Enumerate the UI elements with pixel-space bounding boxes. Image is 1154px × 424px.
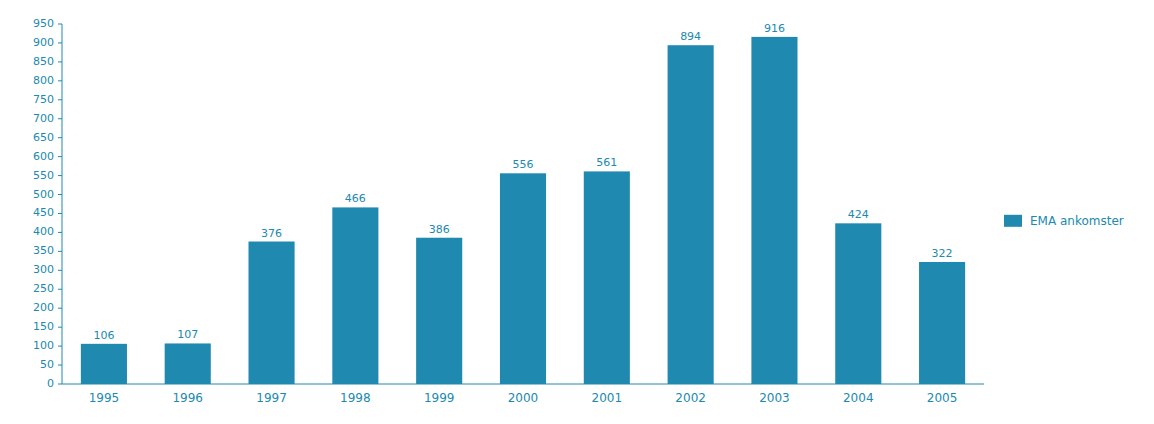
y-tick [58, 289, 62, 290]
y-tick-label: 450 [33, 206, 54, 219]
bar [584, 171, 630, 384]
y-tick [58, 384, 62, 385]
x-tick-label: 2005 [927, 391, 958, 405]
bar [835, 223, 881, 384]
y-tick [58, 270, 62, 271]
y-tick [58, 137, 62, 138]
y-tick-label: 150 [33, 320, 54, 333]
y-tick-label: 850 [33, 55, 54, 68]
bar [416, 238, 462, 384]
data-label: 107 [177, 328, 198, 341]
data-labels: 106 107 376 466 386 556 561 894 916 424 322 [93, 22, 952, 342]
y-tick-label: 750 [33, 93, 54, 106]
y-tick-label: 700 [33, 112, 54, 125]
x-tick-label: 1998 [340, 391, 371, 405]
x-tick-label: 1996 [172, 391, 203, 405]
data-label: 376 [261, 227, 282, 240]
x-tick-label: 2003 [759, 391, 790, 405]
y-tick-label: 200 [33, 301, 54, 314]
chart-container: 0 50 100 150 200 250 300 350 400 450 500 550 600 650 7… [0, 0, 1154, 424]
x-tick-label: 1995 [89, 391, 120, 405]
bar [668, 45, 714, 384]
x-tick-label: 2002 [675, 391, 706, 405]
y-tick [58, 346, 62, 347]
y-tick-label: 300 [33, 263, 54, 276]
data-label: 894 [680, 30, 701, 43]
data-label: 106 [93, 329, 114, 342]
data-label: 466 [345, 192, 366, 205]
y-tick [58, 80, 62, 81]
y-tick-label: 900 [33, 36, 54, 49]
x-tick-label: 1997 [256, 391, 287, 405]
y-tick [58, 308, 62, 309]
y-tick [58, 24, 62, 25]
y-tick [58, 213, 62, 214]
x-tick-label: 1999 [424, 391, 455, 405]
y-tick [58, 42, 62, 43]
y-tick-label: 550 [33, 169, 54, 182]
x-axis-line [62, 384, 984, 385]
bar [751, 37, 797, 384]
axes: 0 50 100 150 200 250 300 350 400 450 500 550 600 650 7… [33, 17, 984, 405]
bar [919, 262, 965, 384]
y-tick [58, 232, 62, 233]
y-tick-label: 650 [33, 131, 54, 144]
y-tick-label: 0 [47, 377, 54, 390]
y-tick [58, 365, 62, 366]
legend-label: EMA ankomster [1030, 214, 1124, 228]
x-tick-label: 2004 [843, 391, 874, 405]
y-tick-label: 350 [33, 244, 54, 257]
y-tick [58, 61, 62, 62]
x-tick-label: 2001 [592, 391, 623, 405]
y-tick-label: 950 [33, 17, 54, 30]
y-tick [58, 327, 62, 328]
y-tick [58, 99, 62, 100]
bar [332, 207, 378, 384]
bar [81, 344, 127, 384]
y-tick-label: 600 [33, 150, 54, 163]
y-tick-label: 100 [33, 339, 54, 352]
y-axis-line [62, 24, 63, 384]
data-label: 556 [513, 158, 534, 171]
data-label: 561 [596, 156, 617, 169]
y-tick-label: 800 [33, 74, 54, 87]
chart-svg: 0 50 100 150 200 250 300 350 400 450 500 550 600 650 7… [0, 0, 1154, 424]
legend: EMA ankomster [1004, 214, 1124, 228]
y-tick-label: 250 [33, 282, 54, 295]
bar [248, 242, 294, 384]
bars [81, 37, 965, 384]
bar [500, 173, 546, 384]
legend-swatch [1004, 215, 1022, 227]
x-tick-label: 2000 [508, 391, 539, 405]
data-label: 424 [848, 208, 869, 221]
y-tick [58, 251, 62, 252]
y-tick-label: 500 [33, 188, 54, 201]
y-tick [58, 175, 62, 176]
y-tick [58, 118, 62, 119]
data-label: 386 [429, 223, 450, 236]
y-tick [58, 156, 62, 157]
data-label: 916 [764, 22, 785, 35]
bar [165, 343, 211, 384]
y-tick [58, 194, 62, 195]
data-label: 322 [932, 247, 953, 260]
y-tick-label: 50 [40, 358, 54, 371]
y-tick-label: 400 [33, 225, 54, 238]
